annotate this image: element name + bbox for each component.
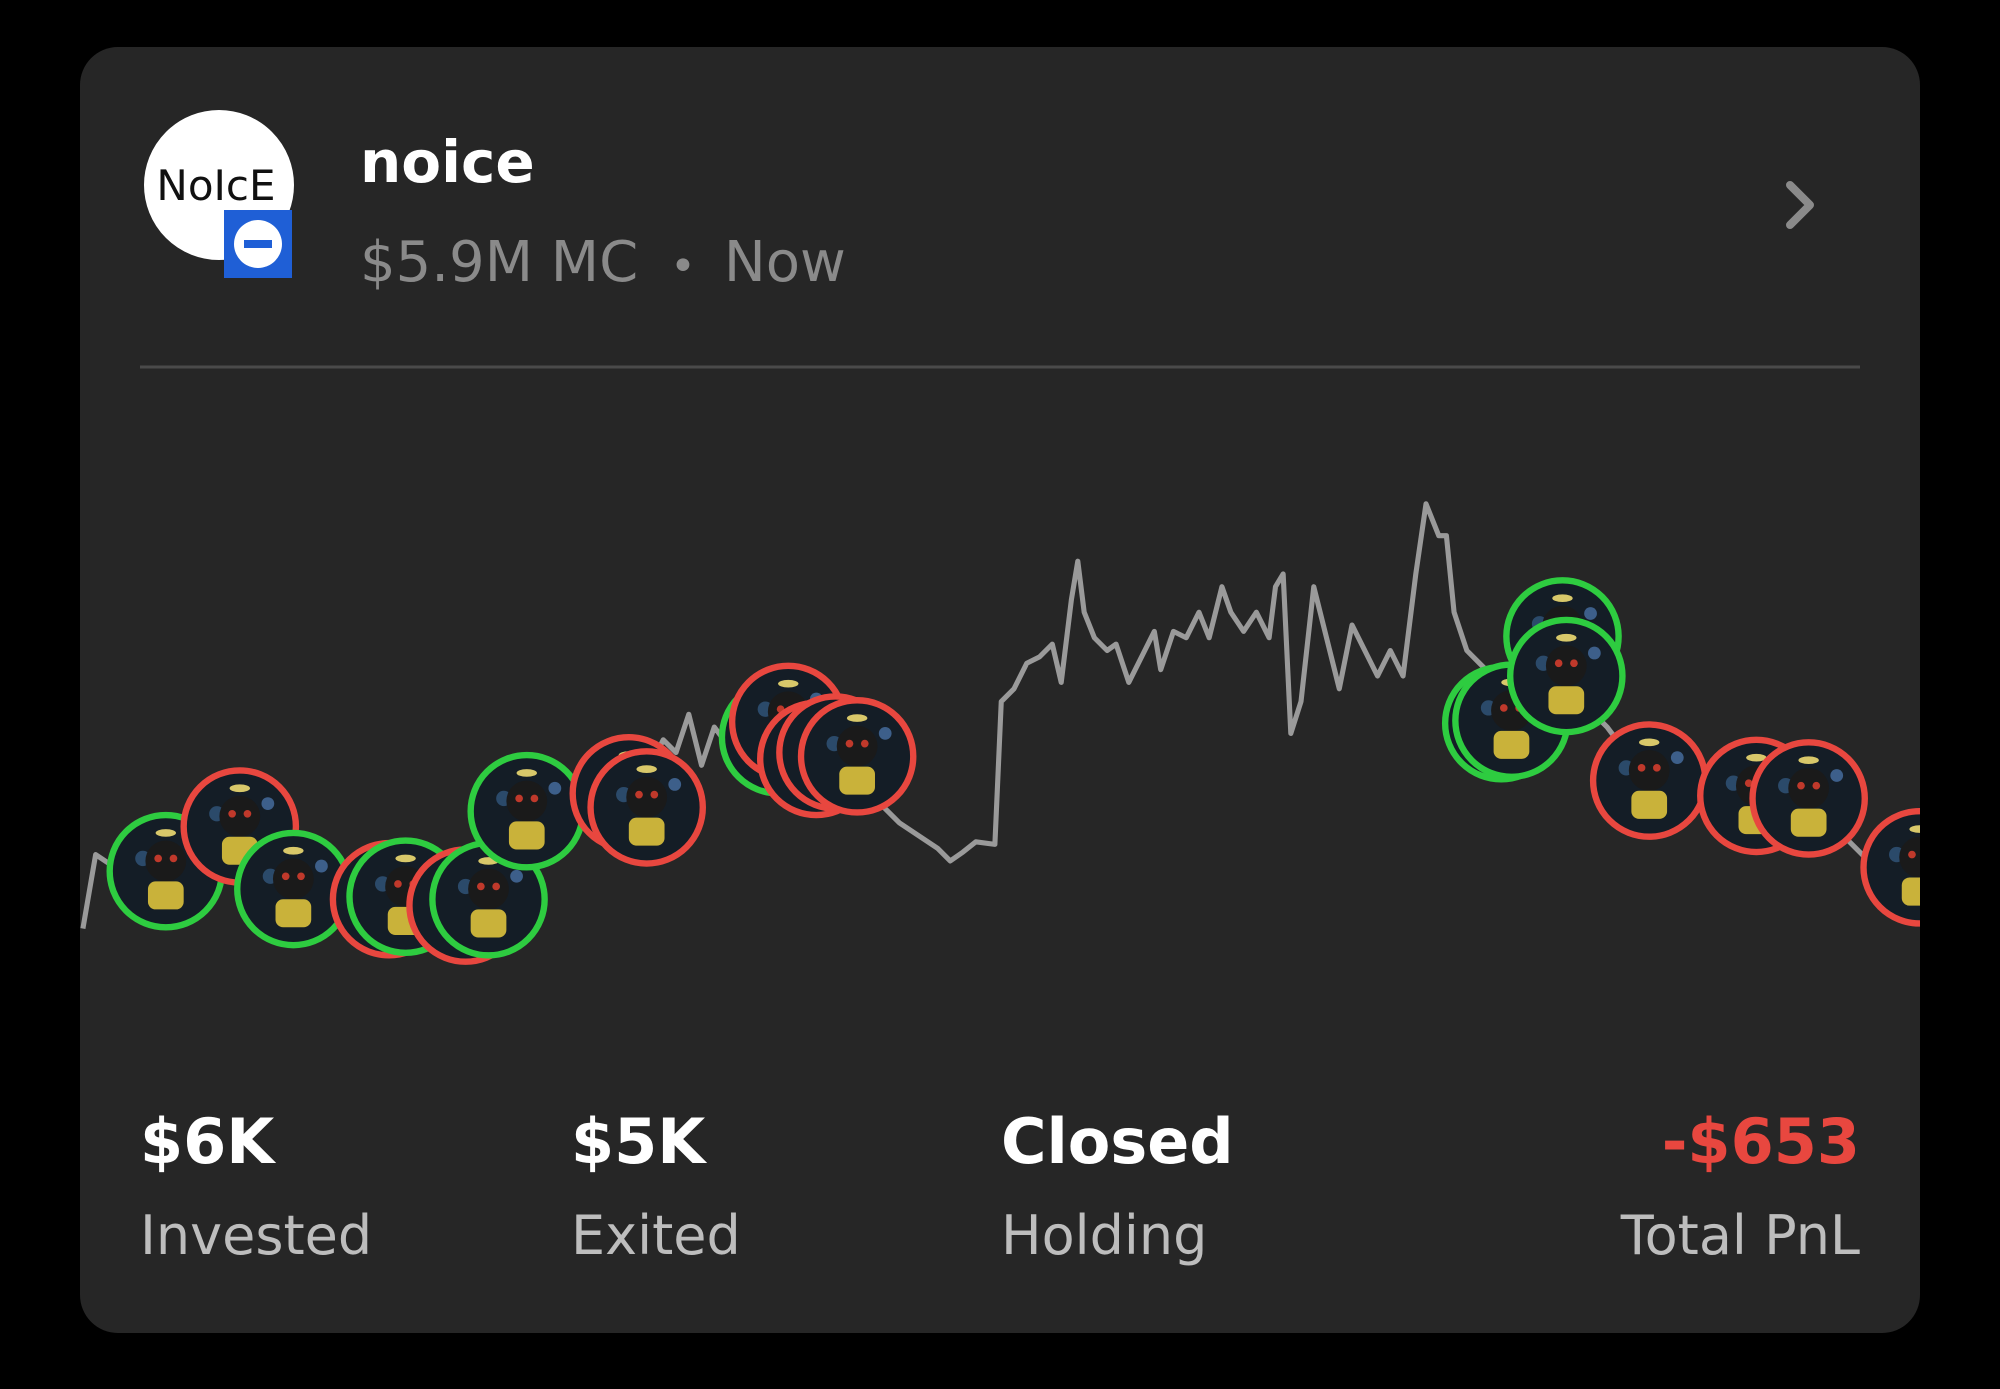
stat-value: Closed (1001, 1105, 1234, 1178)
avatar-text: NoIcE (156, 161, 275, 210)
token-meta: $5.9M MC • Now (360, 230, 846, 295)
trade-markers (106, 577, 1920, 965)
chevron[interactable] (1786, 181, 1814, 229)
stat-value: $6K (140, 1105, 276, 1178)
stat-label: Holding (1001, 1204, 1207, 1267)
market-cap: $5.9M MC (360, 230, 638, 295)
stat-label: Exited (571, 1204, 741, 1267)
stat-value: $5K (571, 1105, 707, 1178)
stat-label: Invested (140, 1204, 372, 1267)
time: Now (724, 230, 846, 295)
price-chart (80, 501, 1920, 965)
separator: • (670, 241, 696, 292)
token-avatar: NoIcE (142, 108, 296, 278)
pnl-value: -$653 (1662, 1105, 1860, 1178)
token-name: noice (360, 128, 535, 196)
stat-label: Total PnL (1620, 1204, 1860, 1267)
card[interactable] (80, 47, 1920, 1333)
